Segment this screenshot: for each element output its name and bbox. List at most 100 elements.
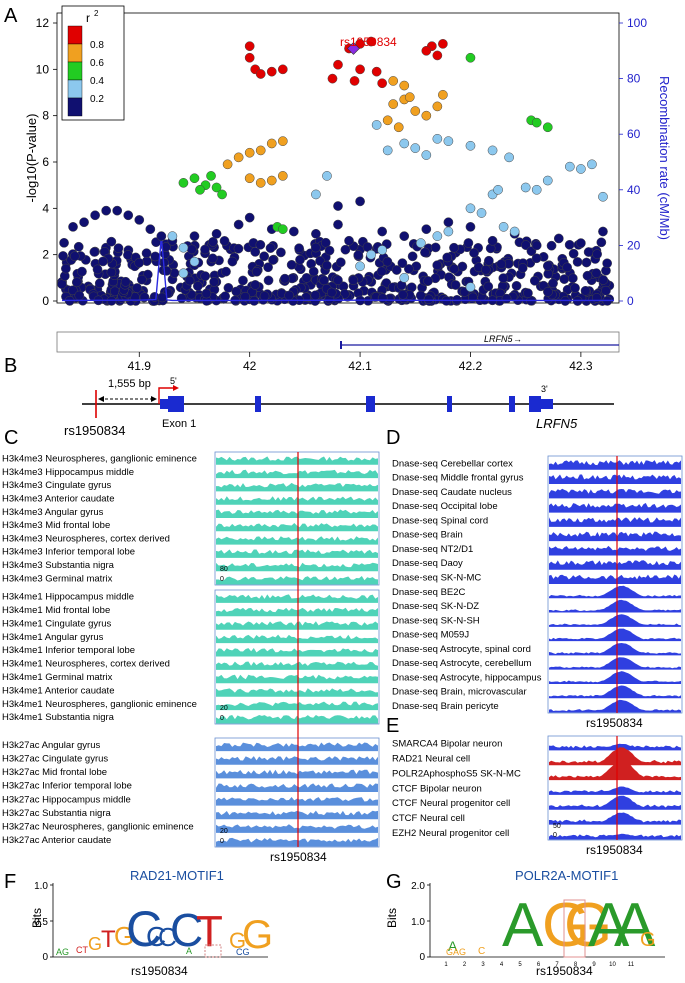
snp-point-background [141, 248, 152, 259]
logo-letter-f-7: C [170, 904, 203, 956]
snp-point-background [463, 238, 474, 248]
logo-letter-f-4: C [126, 901, 162, 957]
snp-points [68, 36, 608, 292]
track-signal-c [216, 536, 378, 545]
snp-point-background [268, 255, 278, 265]
x-tick-label: 42 [243, 359, 257, 373]
track-label-e: EZH2 Neural progenitor cell [392, 828, 509, 839]
snp-point [322, 171, 332, 181]
panel-label-b: B [4, 355, 17, 377]
snp-point-background [219, 236, 230, 246]
snp-point [195, 184, 205, 195]
snp-point [211, 228, 222, 239]
snp-point-background [276, 247, 286, 258]
y-tick-label-left: 6 [42, 155, 49, 169]
track-label-d: Dnase-seq Caudate nucleus [392, 487, 512, 498]
snp-point-background [294, 243, 304, 254]
logo-letter-f-6: C [158, 922, 177, 952]
track-label-e: SMARCA4 Bipolar neuron [392, 739, 502, 750]
snp-point-background [353, 250, 364, 260]
snp-position-box-g [563, 899, 586, 958]
logo-letter-g-6: G [640, 929, 656, 951]
track-signal-d [549, 531, 681, 542]
snp-point-background [572, 257, 583, 267]
snp-point [178, 242, 189, 253]
track-signal-c [216, 522, 378, 532]
logo-letter-f-5: C [146, 921, 166, 952]
logo-letter-f-8: T [196, 907, 223, 956]
track-label-d: Dnase-seq Middle frontal gyrus [392, 473, 524, 484]
snp-point-background [449, 264, 460, 274]
track-label-c: H3k4me3 Hippocampus middle [2, 467, 134, 478]
panel-label-c: C [4, 427, 18, 449]
track-signal-e [549, 760, 681, 781]
x-tick-label: 42.3 [569, 359, 593, 373]
track-signal-c [216, 456, 378, 465]
snp-point-background [596, 237, 607, 248]
snp-point [465, 282, 476, 292]
snp-point [587, 159, 597, 170]
snp-point [244, 41, 255, 52]
snp-point [79, 217, 89, 228]
snp-point-background [322, 260, 332, 271]
snp-point-background [450, 280, 461, 290]
track-signal-d [549, 517, 681, 527]
track-scale-min: 0 [220, 715, 224, 722]
snp-point-background [430, 242, 441, 253]
track-signal-c [216, 469, 378, 479]
panel-label-d: D [386, 427, 400, 449]
track-signal-c [216, 661, 378, 670]
motif-title-g: POLR2A-MOTIF1 [515, 868, 618, 883]
x-tick-label-g: 7 [555, 962, 559, 968]
snp-point-background [601, 285, 611, 296]
snp-point [493, 184, 503, 195]
x-tick-label-g: 3 [481, 962, 485, 968]
exon-4 [447, 396, 452, 412]
snp-point [371, 120, 382, 130]
snp-point-background [376, 266, 387, 277]
track-label-c: H3k4me1 Inferior temporal lobe [2, 645, 135, 656]
track-signal-c [216, 688, 378, 697]
snp-point [498, 222, 509, 232]
snp-point-background [238, 275, 248, 286]
snp-point-background [326, 287, 337, 298]
track-label-c: H3k4me3 Inferior temporal lobe [2, 547, 135, 558]
ytick-g-1: 1.0 [411, 917, 425, 928]
snp-point [233, 152, 244, 163]
snp-point-background [92, 264, 103, 275]
logo-letter-f-10: G [242, 913, 273, 957]
snp-point-background [442, 252, 453, 263]
track-label-c: H3k4me3 Neurospheres, cortex derived [2, 533, 170, 544]
track-signal-d [549, 560, 681, 570]
track-signal-d [549, 545, 681, 556]
snp-point [134, 215, 145, 225]
snp-point-background [531, 253, 542, 264]
track-signal-d [549, 488, 681, 499]
snp-point-background [250, 247, 261, 257]
tss-label: 5' [170, 376, 177, 386]
snp-point-background [582, 270, 593, 281]
snp-label-f: rs1950834 [131, 964, 188, 978]
snp-point-background [184, 275, 195, 286]
snp-point-background [200, 271, 211, 281]
y-axis-right-label: Recombination rate (cM/Mb) [657, 76, 672, 240]
snp-point [421, 150, 432, 160]
snp-point-background [134, 257, 144, 268]
legend-swatch [67, 79, 83, 99]
snp-point-background [568, 248, 579, 259]
exon-1-utr [160, 399, 168, 409]
snp-point [244, 173, 255, 184]
track-label-c: H3k4me3 Substantia nigra [2, 560, 115, 571]
snp-point [598, 226, 608, 237]
track-signal-e [549, 795, 681, 810]
snp-point [366, 249, 376, 260]
snp-point [432, 50, 443, 61]
recombination-rate-line [61, 236, 614, 302]
snp-point-background [581, 257, 592, 268]
panel-label-g: G [386, 871, 402, 893]
snp-label-b: rs1950834 [64, 423, 125, 438]
snp-point-background [223, 283, 234, 293]
snp-point [393, 122, 404, 133]
snp-point [233, 219, 244, 230]
snp-point-background [220, 291, 230, 302]
